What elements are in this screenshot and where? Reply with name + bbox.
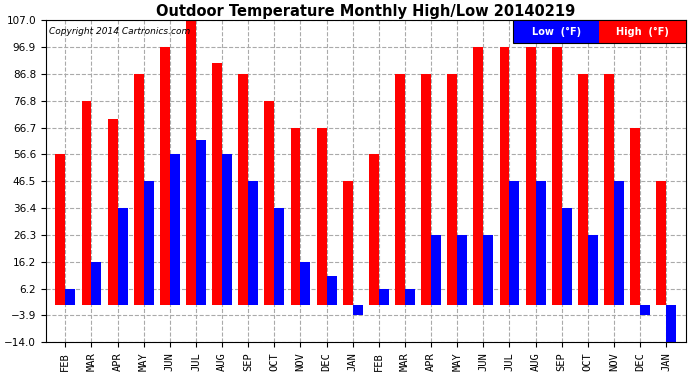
Bar: [343, 182, 353, 305]
Bar: [222, 154, 232, 305]
Bar: [300, 262, 310, 305]
Bar: [509, 182, 520, 305]
Bar: [290, 128, 300, 305]
Text: Copyright 2014 Cartronics.com: Copyright 2014 Cartronics.com: [49, 27, 190, 36]
Bar: [81, 101, 92, 305]
Bar: [55, 154, 66, 305]
Bar: [656, 182, 667, 305]
Bar: [66, 289, 75, 305]
Bar: [186, 20, 196, 305]
Bar: [562, 208, 572, 305]
Bar: [484, 235, 493, 305]
Bar: [578, 74, 588, 305]
Bar: [326, 276, 337, 305]
Bar: [117, 208, 128, 305]
Bar: [552, 47, 562, 305]
Bar: [264, 101, 275, 305]
Bar: [667, 305, 676, 342]
Bar: [395, 74, 405, 305]
Bar: [473, 47, 484, 305]
Bar: [108, 119, 117, 305]
Bar: [526, 47, 535, 305]
Title: Outdoor Temperature Monthly High/Low 20140219: Outdoor Temperature Monthly High/Low 201…: [156, 4, 575, 19]
Bar: [170, 154, 180, 305]
Bar: [317, 128, 326, 305]
Bar: [275, 208, 284, 305]
Bar: [500, 47, 509, 305]
Bar: [431, 235, 441, 305]
Bar: [535, 182, 546, 305]
Bar: [640, 305, 650, 315]
Bar: [588, 235, 598, 305]
Bar: [457, 235, 467, 305]
Bar: [196, 140, 206, 305]
Bar: [369, 154, 379, 305]
Bar: [353, 305, 363, 315]
Bar: [421, 74, 431, 305]
Bar: [144, 182, 154, 305]
Bar: [614, 182, 624, 305]
Bar: [238, 74, 248, 305]
Bar: [134, 74, 144, 305]
Bar: [405, 289, 415, 305]
Bar: [92, 262, 101, 305]
Bar: [379, 289, 388, 305]
Bar: [447, 74, 457, 305]
Bar: [248, 182, 258, 305]
Bar: [213, 63, 222, 305]
Bar: [604, 74, 614, 305]
Bar: [630, 128, 640, 305]
Bar: [160, 47, 170, 305]
